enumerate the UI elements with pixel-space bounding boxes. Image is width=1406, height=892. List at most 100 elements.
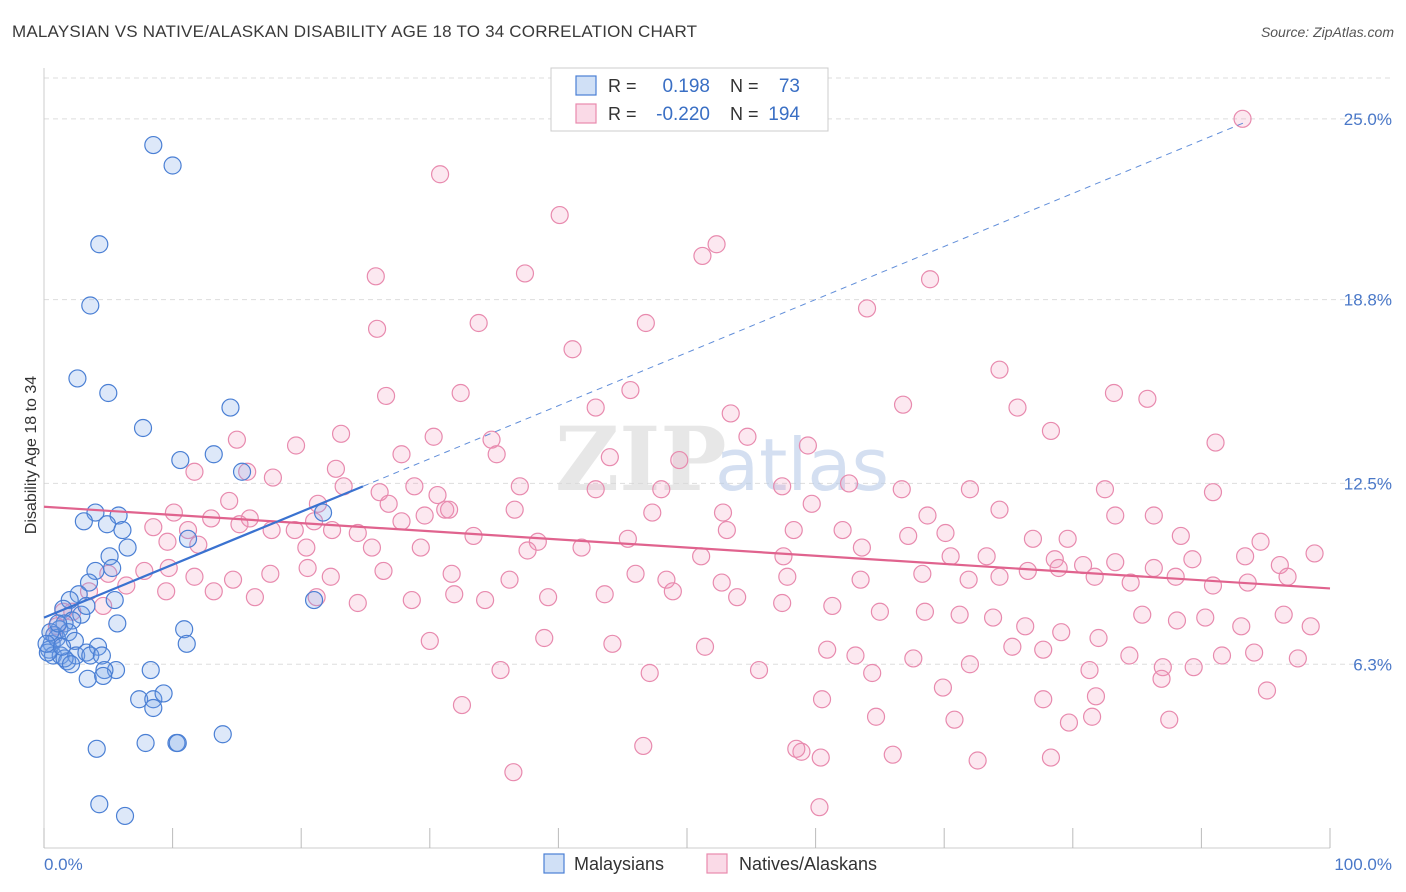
legend-n-value-2: 194 [768,104,800,125]
malaysian-point-15 [113,520,132,540]
native-point-115 [223,570,243,589]
native-point-23 [424,427,443,446]
native-point-48 [892,480,911,499]
native-point-182 [1080,660,1099,680]
native-alaskan-points [45,109,1324,817]
native-point-165 [1274,605,1293,624]
native-point-84 [833,520,852,540]
native-point-43 [510,477,529,496]
native-point-156 [950,605,969,624]
legend-box [550,67,829,132]
native-point-26 [286,436,306,455]
native-point-114 [185,567,204,586]
native-point-34 [670,450,689,470]
malaysian-point-71 [37,634,56,653]
native-point-204 [1160,710,1179,729]
malaysian-point-68 [213,725,232,744]
native-point-162 [1167,611,1187,630]
malaysian-point-21 [103,558,122,578]
native-point-137 [1278,567,1297,586]
native-point-52 [428,485,447,505]
native-point-117 [298,558,317,578]
native-point-206 [792,742,811,761]
native-point-101 [941,547,960,566]
native-point-176 [818,640,837,659]
native-point-123 [657,570,676,589]
native-point-148 [539,588,558,607]
native-point-174 [603,634,622,653]
native-point-64 [713,503,733,522]
malaysian-point-72 [52,637,72,656]
malaysian-point-52 [141,660,160,680]
native-point-172 [420,631,439,651]
native-point-132 [1085,567,1104,586]
native-point-87 [1023,529,1043,548]
native-point-89 [1171,526,1190,546]
native-point-192 [863,663,882,683]
malaysian-point-70 [115,806,135,826]
native-point-20 [721,404,740,423]
malaysian-point-13 [74,512,93,531]
native-point-190 [640,663,659,683]
native-point-32 [487,445,506,464]
native-point-94 [362,538,382,557]
native-point-141 [204,582,223,601]
native-point-8 [636,313,655,333]
native-point-119 [374,561,393,581]
malaysian-point-57 [144,698,163,718]
native-point-153 [823,596,842,616]
native-point-154 [870,602,890,621]
malaysian-trend-line [43,485,364,619]
malaysian-point-2 [90,235,109,254]
series-label-malaysians: Malaysians [574,854,664,874]
native-point-208 [811,748,830,767]
native-point-93 [297,538,316,557]
native-point-31 [392,445,411,464]
tick-labels: 6.3% 12.5% 18.8% 25.0% 0.0% 100.0% [44,110,1392,874]
native-point-211 [1041,748,1061,767]
malaysian-points [37,135,333,826]
trend-lines [43,121,1331,619]
malaysian-point-48 [177,634,196,653]
native-point-79 [464,526,483,546]
native-point-5 [515,264,535,283]
native-point-187 [1245,643,1264,662]
y-tick-label-2: 18.8% [1344,291,1392,310]
native-point-38 [185,462,204,481]
native-point-82 [717,520,736,540]
native-point-202 [1059,713,1079,732]
native-point-88 [1058,529,1077,548]
native-point-11 [563,340,582,359]
native-point-21 [1008,398,1027,417]
native-point-191 [749,660,769,680]
native-point-56 [220,491,239,511]
native-point-97 [572,538,591,557]
native-point-85 [899,526,918,546]
native-point-140 [157,582,176,601]
native-point-131 [1049,558,1068,578]
malaysian-point-53 [78,669,97,688]
malaysian-point-4 [68,369,87,388]
native-point-175 [695,637,715,656]
malaysian-point-1 [163,156,182,175]
correlation-legend: R = 0.198 N = 73 R = -0.220 N = 194 [550,67,829,132]
native-point-188 [1288,649,1307,668]
x-tick-label-0: 0.0% [44,855,83,874]
native-point-126 [851,570,870,589]
native-point-161 [1133,605,1152,624]
y-axis-label: Disability Age 18 to 34 [23,376,40,534]
source-label: Source: ZipAtlas.com [1260,24,1394,40]
native-point-158 [1016,617,1035,636]
native-point-96 [518,541,537,560]
native-point-62 [505,500,524,519]
native-point-201 [945,710,964,729]
native-point-106 [1144,558,1163,578]
malaysian-point-63 [49,614,68,633]
malaysian-point-60 [61,655,81,674]
malaysian-point-10 [232,462,252,481]
native-point-42 [405,477,424,496]
legend-swatch-natives [575,103,597,124]
native-point-61 [439,500,459,519]
native-point-18 [893,395,913,414]
